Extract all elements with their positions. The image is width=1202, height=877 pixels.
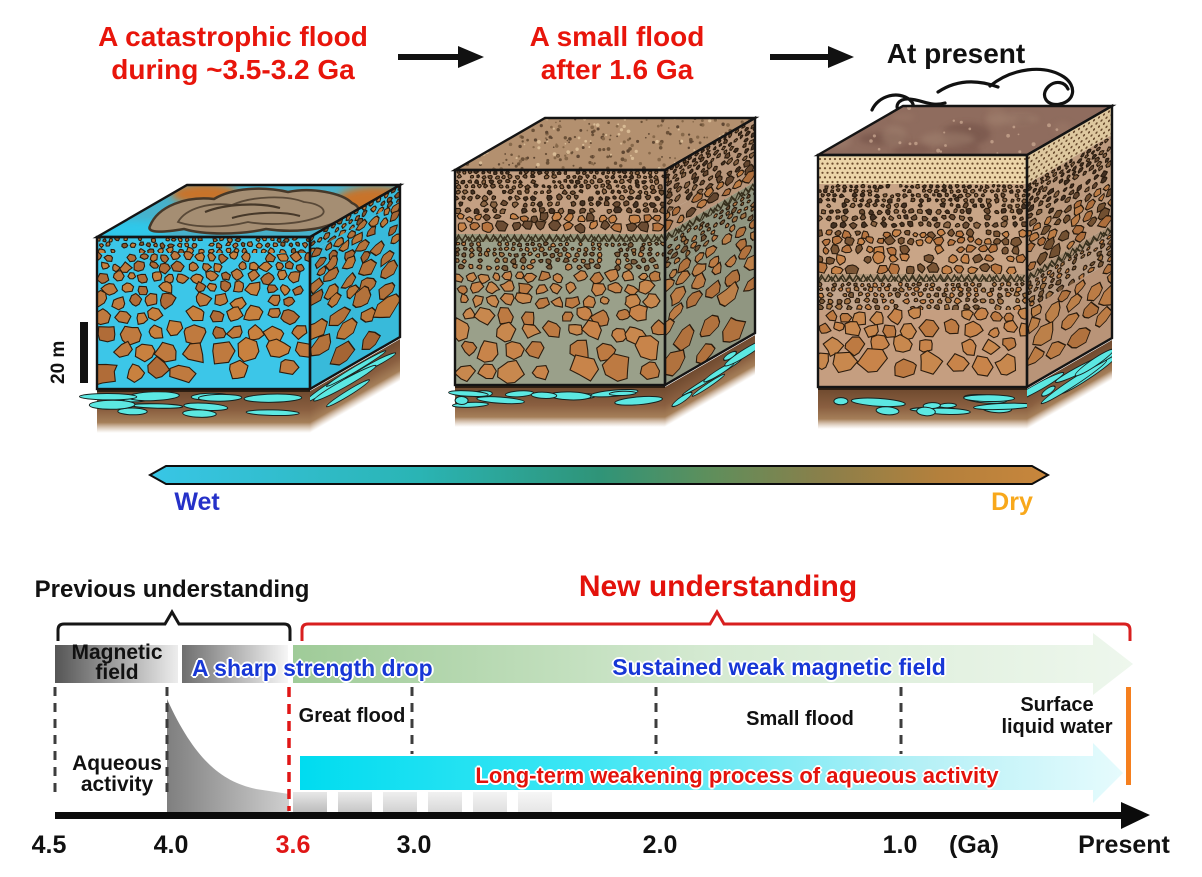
axis-present-label: Present: [1078, 831, 1170, 859]
magnetic-field-label: Magnetic field: [71, 641, 163, 684]
block-at-present-subsurface: [818, 389, 1034, 429]
event-divider-lines: [53, 687, 903, 798]
tick-2-0: 2.0: [642, 831, 678, 859]
stage2-title: A small flood after 1.6 Ga: [530, 20, 705, 86]
magnetic-bar-drop: [182, 645, 288, 683]
stage2-title-line2: after 1.6 Ga: [540, 54, 694, 85]
block-small-flood-subsurface: [448, 387, 665, 427]
magnetic-bar-early: [55, 645, 178, 683]
previous-understanding-header: Previous understanding: [34, 576, 310, 603]
tick-4-5: 4.5: [31, 831, 67, 859]
stage1-title-line1: A catastrophic flood: [98, 21, 368, 52]
aqueous-activity-label: Aqueous activity: [72, 752, 162, 796]
new-bracket: [300, 609, 1132, 641]
stage2-title-line1: A small flood: [529, 21, 705, 52]
aqueous-cyan-arrow: [300, 743, 1123, 803]
block-catastrophic-flood: [79, 182, 405, 433]
block-small-flood: [448, 115, 760, 427]
sustained-weak-field-label: Sustained weak magnetic field: [612, 654, 946, 680]
axis-unit-label: (Ga): [949, 831, 999, 859]
stage1-title-line2: during ~3.5-3.2 Ga: [111, 54, 355, 85]
small-flood-label: Small flood: [746, 708, 854, 730]
stage1-title: A catastrophic flood during ~3.5-3.2 Ga: [98, 20, 368, 86]
great-flood-label: Great flood: [298, 705, 406, 727]
scale-bar: [80, 322, 88, 383]
surface-liquid-water-label: Surface liquid water: [1001, 694, 1113, 738]
block-small-flood-front-face: [455, 170, 665, 385]
wet-label: Wet: [174, 488, 220, 516]
previous-bracket: [56, 609, 292, 641]
block-catastrophic-flood-side-face: [310, 185, 400, 389]
block-at-present: [813, 103, 1117, 429]
time-axis: [55, 812, 1123, 819]
sharp-strength-drop-label: A sharp strength drop: [192, 655, 433, 681]
scale-bar-label: 20 m: [48, 340, 69, 384]
block-at-present-side-face: [1027, 106, 1112, 387]
moisture-gradient-arrow: [147, 465, 1051, 485]
aqueous-fade-columns: [293, 792, 552, 815]
aqueous-decay-curve: [167, 699, 289, 815]
tick-4-0: 4.0: [153, 831, 189, 859]
time-axis-arrowhead: [1121, 802, 1150, 829]
tick-3-0: 3.0: [396, 831, 432, 859]
magnetic-green-arrow: [293, 633, 1133, 695]
longterm-weakening-label: Long-term weakening process of aqueous a…: [475, 763, 999, 788]
block-at-present-front-face: [818, 155, 1027, 387]
stage-arrow-2: [770, 46, 854, 68]
dry-label: Dry: [991, 488, 1033, 516]
new-understanding-header: New understanding: [578, 570, 858, 603]
tick-3-6: 3.6: [275, 831, 311, 859]
block-catastrophic-flood-front-face: [97, 237, 310, 389]
block-catastrophic-flood-subsurface: [79, 391, 310, 433]
block-small-flood-side-face: [665, 118, 755, 385]
stage-arrow-1: [398, 46, 484, 68]
tick-1-0: 1.0: [882, 831, 918, 859]
surface-water-marker: [1126, 687, 1131, 785]
timeline-graphics: [53, 609, 1150, 829]
stage3-title: At present: [886, 38, 1026, 69]
